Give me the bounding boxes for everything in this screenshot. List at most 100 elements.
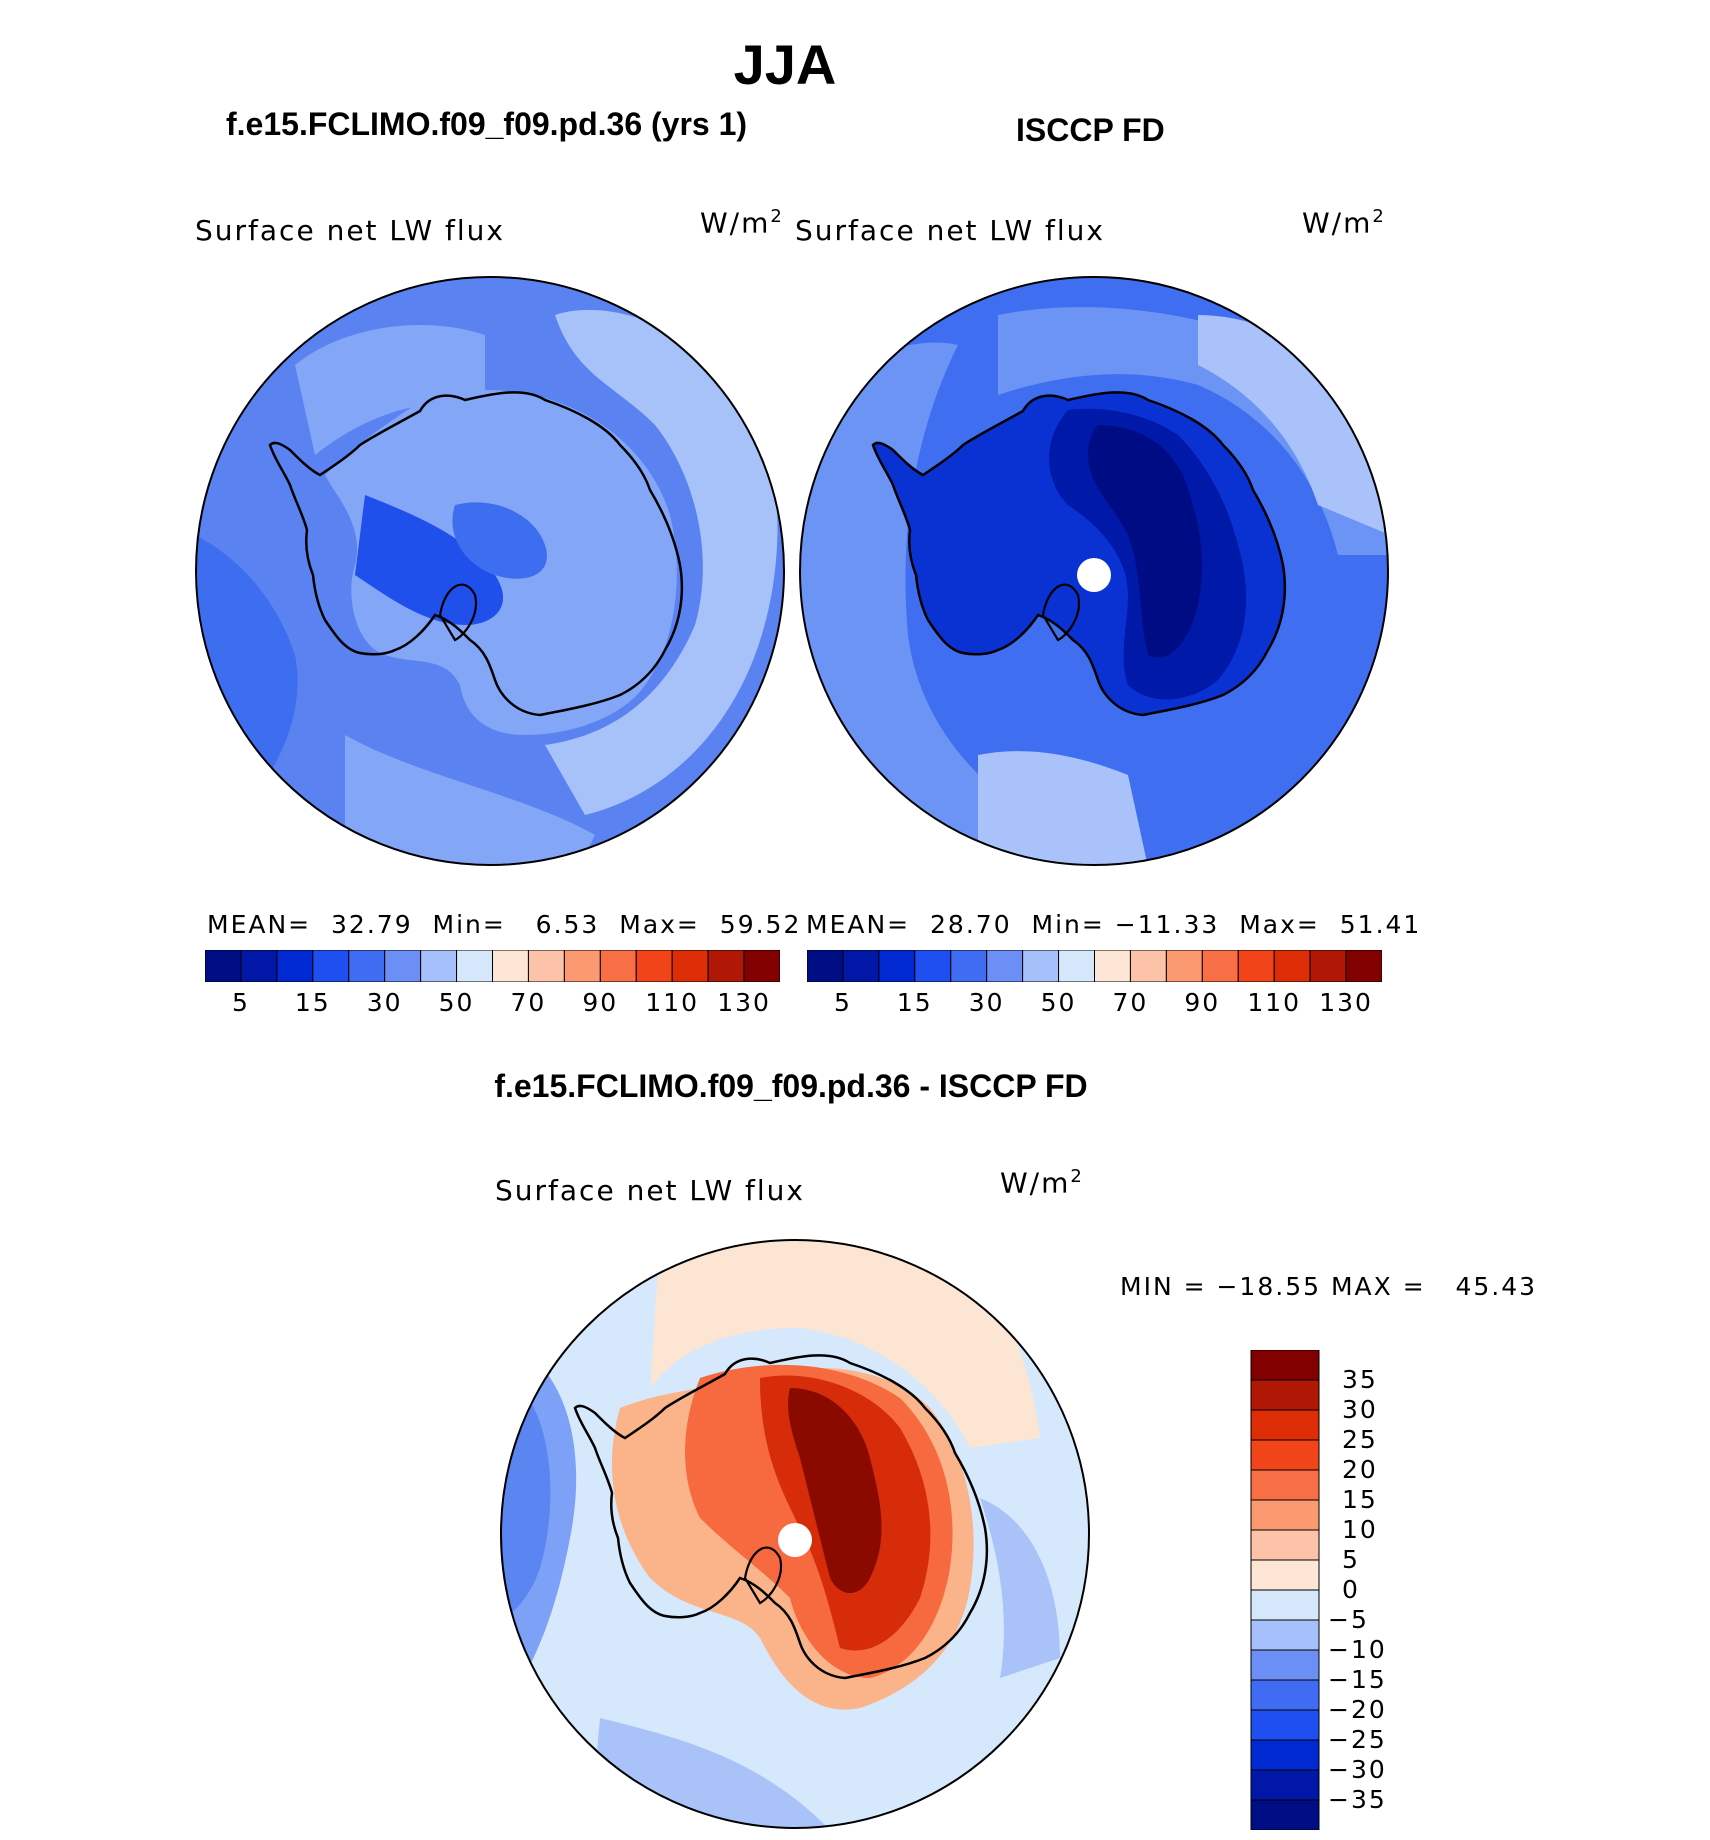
diff-ross-sea-coast xyxy=(743,1546,783,1605)
obs-map-border xyxy=(799,276,1389,866)
obs-colorbar-swatch xyxy=(950,950,988,982)
diff-colorbar xyxy=(1250,1350,1320,1830)
diff-colorbar-tick-label: −25 xyxy=(1328,1725,1387,1754)
diff-colorbar-swatch xyxy=(1250,1409,1320,1441)
model-colorbar-swatch xyxy=(563,950,601,982)
diff-colorbar-tick-label: 35 xyxy=(1342,1365,1378,1394)
obs-colorbar-swatch xyxy=(1273,950,1311,982)
obs-ross-sea-coast xyxy=(1041,583,1081,642)
obs-colorbar-swatch xyxy=(807,950,844,982)
obs-pole-mask xyxy=(1077,558,1111,592)
model-colorbar-tick-label: 70 xyxy=(510,988,547,1017)
obs-colorbar-swatch xyxy=(914,950,952,982)
diff-colorbar-tick-label: −35 xyxy=(1328,1785,1387,1814)
obs-colorbar-swatch xyxy=(1309,950,1347,982)
obs-polar-map xyxy=(799,276,1389,866)
diff-units-label: W/m2 xyxy=(1000,1166,1084,1200)
obs-colorbar-swatch xyxy=(1129,950,1167,982)
model-light-region xyxy=(545,309,778,815)
diff-colorbar-swatch xyxy=(1250,1469,1320,1501)
model-colorbar-tick-label: 90 xyxy=(582,988,619,1017)
model-colorbar-swatch xyxy=(312,950,350,982)
model-dark-region xyxy=(355,495,504,625)
diff-colorbar-tick-label: 25 xyxy=(1342,1425,1378,1454)
obs-lighter-region xyxy=(1198,315,1388,535)
diff-blue-east xyxy=(980,1498,1060,1678)
obs-colorbar-tick-label: 5 xyxy=(833,988,852,1017)
obs-colorbar-tick-label: 70 xyxy=(1112,988,1149,1017)
model-colorbar-tick-label: 130 xyxy=(717,988,771,1017)
obs-colorbar-swatch xyxy=(1201,950,1239,982)
difference-polar-map xyxy=(500,1239,1090,1829)
obs-stats: MEAN= 28.70 Min= −11.33 Max= 51.41 xyxy=(806,910,1422,939)
diff-colorbar-tick-label: 15 xyxy=(1342,1485,1378,1514)
diff-colorbar-tick-label: 5 xyxy=(1342,1545,1360,1574)
model-south-region xyxy=(345,735,595,865)
diff-colorbar-swatch xyxy=(1250,1709,1320,1741)
diff-colorbar-tick-label: 0 xyxy=(1342,1575,1360,1604)
obs-colorbar-swatch xyxy=(842,950,880,982)
model-colorbar-tick-label: 50 xyxy=(438,988,475,1017)
model-colorbar-swatch xyxy=(205,950,242,982)
model-colorbar-swatch xyxy=(276,950,314,982)
model-colorbar-swatch xyxy=(671,950,709,982)
obs-colorbar-tick-label: 30 xyxy=(968,988,1005,1017)
model-mid-region xyxy=(295,325,485,455)
model-coastline xyxy=(268,391,684,717)
obs-variable-label: Surface net LW flux xyxy=(795,214,1105,247)
obs-colorbar xyxy=(807,950,1382,982)
model-stats: MEAN= 32.79 Min= 6.53 Max= 59.52 xyxy=(207,910,802,939)
diff-colorbar-tick-label: −20 xyxy=(1328,1695,1387,1724)
model-units-label: W/m2 xyxy=(700,206,784,240)
diff-darkest-region xyxy=(788,1388,882,1593)
diff-colorbar-tick-label: −15 xyxy=(1328,1665,1387,1694)
diff-colorbar-swatch xyxy=(1250,1769,1320,1801)
diff-colorbar-tick-label: −5 xyxy=(1328,1605,1369,1634)
obs-lighter-region-2 xyxy=(978,751,1148,865)
diff-minmax: MIN = −18.55 MAX = 45.43 xyxy=(1120,1272,1538,1301)
model-colorbar-tick-label: 30 xyxy=(366,988,403,1017)
obs-colorbar-ticks: 5 15 30 50 70 90 110 130 xyxy=(807,988,1382,1022)
diff-colorbar-tick-label: −30 xyxy=(1328,1755,1387,1784)
obs-colorbar-swatch xyxy=(1237,950,1275,982)
model-variable-label: Surface net LW flux xyxy=(195,214,505,247)
model-dark-region-2 xyxy=(452,502,547,579)
obs-colorbar-swatch xyxy=(1058,950,1095,982)
obs-units-label: W/m2 xyxy=(1302,206,1386,240)
obs-colorbar-swatch xyxy=(986,950,1024,982)
diff-colorbar-swatch xyxy=(1250,1350,1320,1381)
obs-colorbar-swatch xyxy=(1345,950,1382,982)
model-colorbar-tick-label: 110 xyxy=(645,988,700,1017)
obs-colorbar-tick-label: 130 xyxy=(1319,988,1373,1017)
diff-colorbar-swatch xyxy=(1250,1649,1320,1681)
model-colorbar xyxy=(205,950,780,982)
diff-colorbar-swatch xyxy=(1250,1499,1320,1531)
model-colorbar-swatch xyxy=(240,950,278,982)
model-map-border xyxy=(195,276,785,866)
model-colorbar-swatch xyxy=(420,950,458,982)
model-colorbar-ticks: 5 15 30 50 70 90 110 130 xyxy=(205,988,780,1022)
model-colorbar-swatch xyxy=(456,950,493,982)
diff-colorbar-tick-label: 30 xyxy=(1342,1395,1378,1424)
model-colorbar-swatch xyxy=(743,950,780,982)
diff-colorbar-swatch xyxy=(1250,1529,1320,1561)
model-colorbar-swatch xyxy=(707,950,745,982)
figure-title: JJA xyxy=(733,33,837,96)
obs-colorbar-swatch xyxy=(1022,950,1060,982)
model-colorbar-swatch xyxy=(384,950,422,982)
obs-title: ISCCP FD xyxy=(1016,112,1165,148)
diff-colorbar-swatch xyxy=(1250,1679,1320,1711)
obs-colorbar-swatch xyxy=(878,950,916,982)
model-colorbar-swatch xyxy=(492,950,529,982)
model-colorbar-tick-label: 5 xyxy=(231,988,250,1017)
diff-colorbar-swatch xyxy=(1250,1439,1320,1471)
diff-colorbar-tick-label: 20 xyxy=(1342,1455,1378,1484)
obs-colorbar-tick-label: 15 xyxy=(896,988,933,1017)
diff-colorbar-ticks: 35 30 25 20 15 10 5 0 −5 −10 −15 −20 −25 −30 −35 xyxy=(1328,1350,1438,1830)
obs-colorbar-tick-label: 110 xyxy=(1247,988,1302,1017)
model-colorbar-swatch xyxy=(635,950,673,982)
model-colorbar-tick-label: 15 xyxy=(294,988,331,1017)
diff-colorbar-swatch xyxy=(1250,1799,1320,1830)
model-colorbar-swatch xyxy=(348,950,386,982)
model-case-title: f.e15.FCLIMO.f09_f09.pd.36 (yrs 1) xyxy=(226,106,748,142)
